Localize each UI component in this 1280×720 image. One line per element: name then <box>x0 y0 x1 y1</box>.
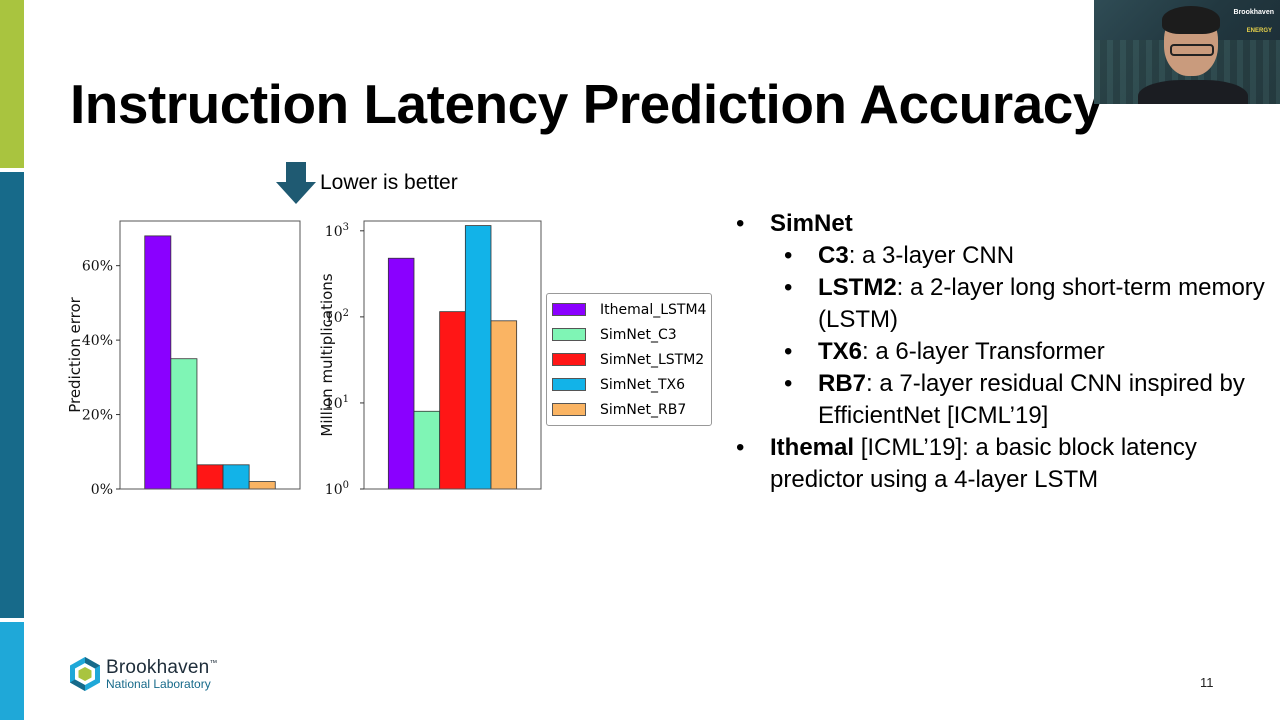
bullet-dot-icon: • <box>784 370 793 397</box>
logo-name: Brookhaven <box>106 657 210 678</box>
multiplications-chart: 100 101 102 103 Million multiplications <box>310 210 550 500</box>
legend-item: SimNet_RB7 <box>547 397 711 422</box>
bullet-dot-icon: • <box>784 242 793 269</box>
y-tick-label: 102 <box>325 308 349 326</box>
y-tick-label: 40% <box>82 333 113 349</box>
bar-simnet-lstm2 <box>439 311 466 490</box>
y-tick-label: 0% <box>91 482 113 498</box>
webcam-logo-energy: ENERGY <box>1246 28 1272 34</box>
presenter-body <box>1138 80 1248 104</box>
bullet-dot-icon: • <box>784 338 793 365</box>
chart-svg-0: 0% 20% 40% 60% Prediction error <box>66 220 301 498</box>
bullet-term: LSTM2 <box>818 274 897 301</box>
bullet-item: • SimNet <box>732 208 1272 240</box>
glasses-icon <box>1170 44 1214 56</box>
bar-simnet-lstm2 <box>196 464 224 490</box>
bar-simnet-tx6 <box>222 464 250 490</box>
legend-swatch <box>552 353 586 366</box>
bullet-dot-icon: • <box>736 434 745 461</box>
bullet-item: • RB7: a 7-layer residual CNN inspired by… <box>732 368 1272 432</box>
accent-bar-dark <box>0 172 24 618</box>
bullet-item: • Ithemal [ICML’19]: a basic block latenc… <box>732 432 1272 496</box>
legend-item: SimNet_LSTM2 <box>547 347 711 372</box>
bullet-description: : a 2-layer long short-term memory (LSTM… <box>818 274 1265 333</box>
bullet-item: • C3: a 3-layer CNN <box>732 240 1272 272</box>
legend-swatch <box>552 303 586 316</box>
bar-simnet-c3 <box>170 358 198 490</box>
bullet-list: • SimNet • C3: a 3-layer CNN • LSTM2: a 2-lay… <box>732 208 1272 496</box>
hexagon-logo-icon <box>70 657 100 691</box>
bullet-item: • LSTM2: a 2-layer long short-term memory… <box>732 272 1272 336</box>
legend-item: SimNet_C3 <box>547 322 711 347</box>
bullet-term: RB7 <box>818 370 867 397</box>
y-axis-label: Million multiplications <box>318 273 336 436</box>
chart-legend: Ithemal_LSTM4 SimNet_C3 SimNet_LSTM2 SimNet… <box>546 293 712 426</box>
legend-label: SimNet_TX6 <box>600 376 686 393</box>
legend-item: Ithemal_LSTM4 <box>547 297 711 322</box>
slide-title: Instruction Latency Prediction Accuracy <box>70 73 1103 135</box>
legend-label: Ithemal_LSTM4 <box>600 301 707 318</box>
bullet-description: : a 3-layer CNN <box>848 242 1015 269</box>
legend-swatch <box>552 328 586 341</box>
bar-simnet-c3 <box>413 410 441 490</box>
bar-simnet-rb7 <box>248 481 276 490</box>
bullet-dot-icon: • <box>736 210 745 237</box>
plot-frame <box>363 220 542 490</box>
prediction-error-chart: 0% 20% 40% 60% Prediction error <box>62 210 307 500</box>
bullet-term: Ithemal <box>770 434 855 461</box>
accent-bar-light <box>0 622 24 720</box>
chart-svg-1: 100 101 102 103 Million multiplications <box>318 220 542 498</box>
y-tick-label: 101 <box>325 394 349 412</box>
y-axis-label: Prediction error <box>66 296 84 412</box>
bullet-term: TX6 <box>818 338 863 365</box>
legend-label: SimNet_RB7 <box>600 401 687 418</box>
legend-swatch <box>552 403 586 416</box>
y-tick-label: 100 <box>325 480 349 498</box>
y-tick-label: 103 <box>325 222 349 240</box>
bullet-item: • TX6: a 6-layer Transformer <box>732 336 1272 368</box>
bullet-description: [ICML’19]: a basic block latency predict… <box>770 434 1197 493</box>
webcam-overlay: Brookhaven ENERGY <box>1094 0 1280 104</box>
lower-is-better-hint: Lower is better <box>276 162 458 204</box>
legend-item: SimNet_TX6 <box>547 372 711 397</box>
down-arrow-icon <box>276 162 316 204</box>
bullet-dot-icon: • <box>784 274 793 301</box>
logo-subtitle: National Laboratory <box>106 677 211 691</box>
page-number: 11 <box>1200 675 1214 690</box>
hint-text: Lower is better <box>320 171 458 194</box>
legend-swatch <box>552 378 586 391</box>
webcam-logo-brookhaven: Brookhaven <box>1233 9 1274 16</box>
brookhaven-logo: Brookhaven™ National Laboratory <box>68 656 218 692</box>
y-tick-label: 60% <box>82 259 113 275</box>
logo-trademark: ™ <box>209 658 218 668</box>
bullet-description: : a 7-layer residual CNN inspired by Eff… <box>818 370 1245 429</box>
legend-label: SimNet_LSTM2 <box>600 351 705 368</box>
bar-simnet-tx6 <box>464 225 492 490</box>
bar-ithemal-lstm4 <box>144 235 172 490</box>
bar-ithemal-lstm4 <box>387 257 415 490</box>
bullet-term: SimNet <box>770 210 853 237</box>
bullet-term: C3 <box>818 242 849 269</box>
accent-bar-green <box>0 0 24 168</box>
plot-frame <box>119 220 301 490</box>
legend-label: SimNet_C3 <box>600 326 677 343</box>
bar-simnet-rb7 <box>490 320 518 490</box>
bullet-description: : a 6-layer Transformer <box>862 338 1105 365</box>
y-tick-label: 20% <box>82 408 113 424</box>
